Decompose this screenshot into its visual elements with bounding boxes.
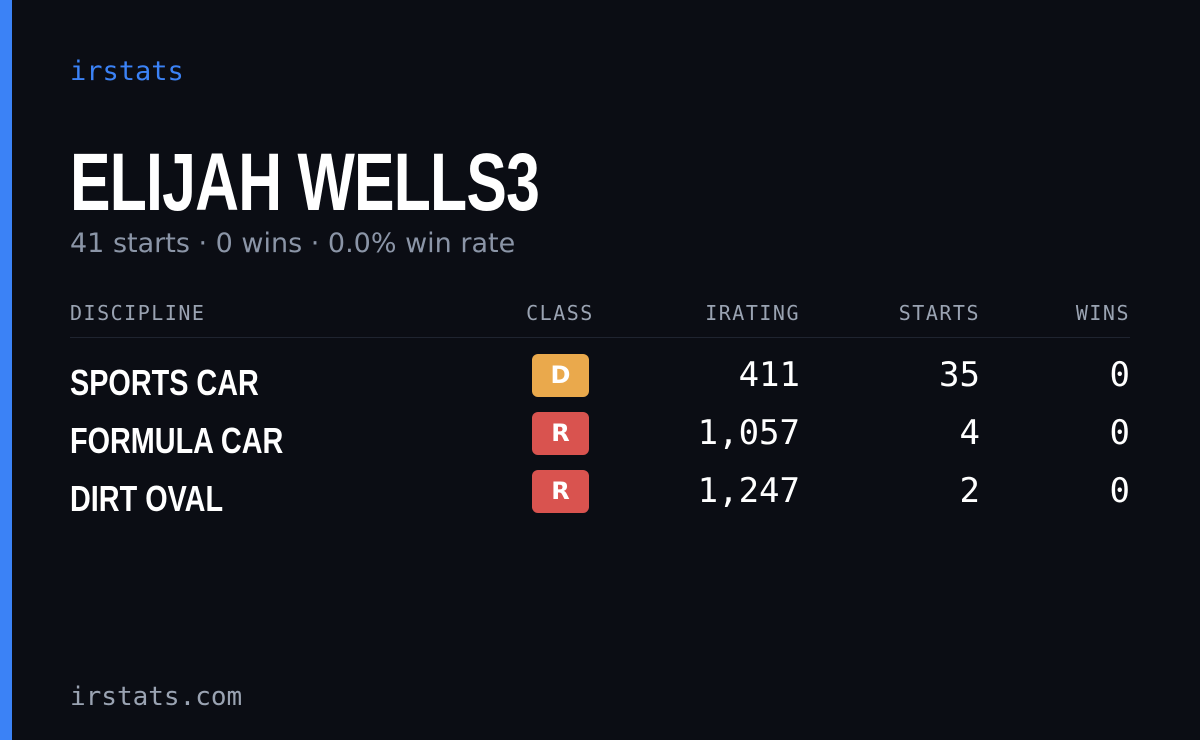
driver-summary: 41 starts · 0 wins · 0.0% win rate (70, 228, 516, 259)
class-badge: R (532, 470, 589, 513)
discipline: DIRT OVAL (70, 478, 224, 519)
irating-value: 411 (738, 355, 800, 395)
column-header: WINS (1075, 301, 1130, 325)
column-header: DISCIPLINE (70, 301, 206, 325)
irating-value: 1,057 (697, 413, 800, 453)
discipline: SPORTS CAR (70, 362, 259, 403)
wins-value: 0 (1109, 413, 1130, 453)
brand[interactable]: irstats (70, 56, 184, 87)
irating-value: 1,247 (697, 471, 800, 511)
class-badge: D (532, 354, 589, 397)
starts-value: 2 (959, 471, 980, 511)
footer-link[interactable]: irstats.com (70, 682, 243, 712)
column-header: CLASS (526, 301, 594, 325)
discipline: FORMULA CAR (70, 420, 284, 461)
wins-value: 0 (1109, 355, 1130, 395)
starts-value: 4 (959, 413, 980, 453)
starts-value: 35 (939, 355, 980, 395)
divider (70, 337, 1130, 338)
class-badge: R (532, 412, 589, 455)
column-header: IRATING (705, 301, 800, 325)
driver-name: ELIJAH WELLS3 (70, 137, 540, 228)
column-header: STARTS (898, 301, 980, 325)
wins-value: 0 (1109, 471, 1130, 511)
accent-bar (0, 0, 12, 740)
